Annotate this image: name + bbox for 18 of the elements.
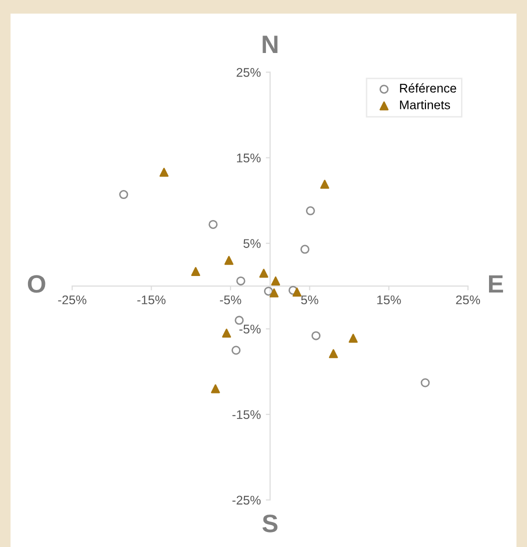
text: N [262, 36, 278, 54]
text: O [28, 275, 46, 293]
y-tick-label: 25% [236, 68, 261, 77]
x-tick-label: -15% [137, 295, 166, 304]
x-tick-label: 15% [377, 295, 401, 304]
x-tick-label: -25% [58, 295, 86, 304]
y-tick-label: 15% [236, 154, 261, 162]
legend-label: Référence [400, 83, 456, 93]
x-tick-label: 25% [456, 295, 480, 304]
legend-label: Martinets [400, 100, 450, 110]
y-tick-label: -5% [239, 324, 261, 334]
text: S [262, 514, 278, 532]
y-tick-label: -25% [232, 496, 261, 505]
x-tick-label: -5% [220, 295, 242, 304]
x-tick-label: 5% [301, 295, 318, 304]
y-tick-label: -15% [232, 410, 261, 420]
y-tick-label: 5% [243, 239, 261, 248]
text: E [489, 275, 504, 293]
